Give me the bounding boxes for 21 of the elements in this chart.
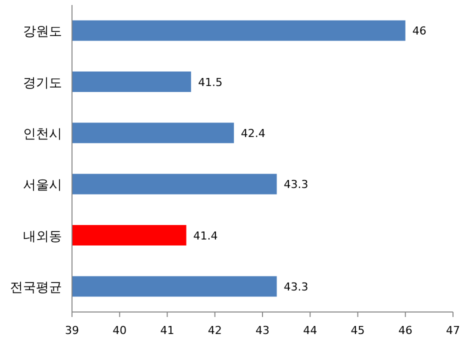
y-tick-label: 인천시 bbox=[23, 126, 62, 142]
y-tick-label: 강원도 bbox=[23, 24, 62, 40]
x-tick-label: 47 bbox=[446, 324, 460, 337]
x-tick-label: 42 bbox=[208, 324, 222, 337]
y-tick-label: 서울시 bbox=[23, 178, 62, 194]
data-label: 42.4 bbox=[240, 126, 266, 140]
data-label: 43.3 bbox=[284, 178, 308, 192]
y-tick-label: 내외동 bbox=[23, 229, 62, 244]
data-label: 46 bbox=[412, 24, 426, 38]
data-label: 43.3 bbox=[284, 280, 308, 294]
x-tick-label: 46 bbox=[398, 324, 412, 337]
data-label: 41.4 bbox=[193, 229, 218, 242]
data-label: 41.5 bbox=[198, 76, 223, 89]
x-tick-label: 43 bbox=[256, 324, 270, 337]
x-tick-label: 41 bbox=[160, 324, 174, 337]
y-tick-label: 전국평균 bbox=[10, 280, 62, 296]
x-tick-label: 40 bbox=[112, 324, 127, 337]
x-tick-label: 44 bbox=[303, 324, 318, 337]
y-tick-label: 경기도 bbox=[23, 76, 62, 91]
x-tick-label: 39 bbox=[65, 324, 79, 337]
x-tick-label: 45 bbox=[350, 324, 365, 337]
